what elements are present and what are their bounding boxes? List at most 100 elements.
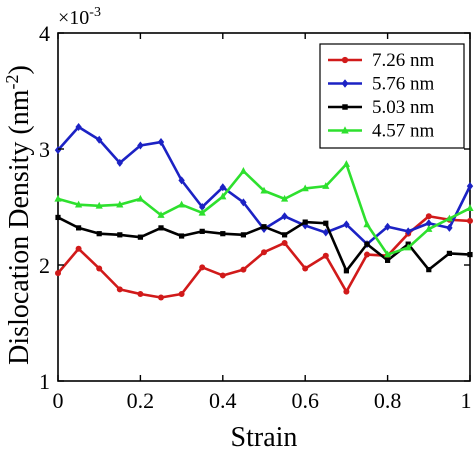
- data-point: [178, 200, 186, 208]
- y-tick-label: 4: [39, 21, 50, 46]
- data-point: [343, 268, 349, 274]
- x-tick-label: 1: [461, 388, 472, 413]
- data-point: [466, 182, 474, 191]
- data-point: [75, 122, 82, 131]
- data-point: [426, 267, 432, 273]
- data-point: [323, 220, 329, 226]
- data-point: [179, 233, 185, 239]
- data-point: [364, 241, 370, 247]
- data-point: [96, 265, 103, 272]
- data-point: [425, 225, 433, 232]
- data-point: [136, 194, 144, 202]
- data-point: [467, 217, 473, 224]
- legend-item: 5.76 nm: [328, 74, 435, 95]
- data-point: [281, 212, 288, 221]
- data-point: [116, 200, 124, 208]
- x-tick-label: 0.6: [291, 388, 319, 413]
- data-point: [219, 192, 227, 200]
- data-point: [364, 251, 370, 258]
- data-point: [199, 264, 206, 271]
- data-point: [240, 266, 247, 273]
- data-point: [117, 232, 123, 238]
- data-point: [96, 135, 103, 144]
- data-point: [158, 225, 164, 231]
- data-point: [425, 213, 432, 220]
- data-point: [219, 272, 226, 279]
- data-point: [219, 183, 226, 192]
- y-tick-label: 3: [39, 137, 50, 162]
- data-point: [302, 219, 308, 225]
- data-point: [75, 245, 82, 252]
- y-axis-multiplier: ×10-3: [58, 5, 101, 29]
- data-point: [322, 252, 329, 259]
- data-point: [157, 211, 165, 218]
- data-point: [322, 228, 329, 237]
- series-line: [57, 162, 471, 256]
- x-tick-label: 0: [53, 388, 64, 413]
- data-point: [198, 208, 206, 216]
- data-point: [261, 249, 267, 256]
- legend-marker: [341, 126, 349, 134]
- data-point: [240, 198, 247, 207]
- legend-item: 4.57 nm: [328, 121, 435, 142]
- data-point: [55, 214, 61, 221]
- data-point: [157, 138, 165, 147]
- x-tick-label: 0.2: [127, 388, 155, 413]
- series-layer: [54, 122, 474, 301]
- data-point: [199, 228, 205, 234]
- data-point: [322, 182, 330, 189]
- x-axis-title: Strain: [231, 422, 298, 451]
- data-point: [466, 204, 474, 211]
- legend-marker: [341, 56, 349, 64]
- tick-layer: 0 0.2 0.4 0.6 0.8 1 1 2 3 4: [39, 21, 472, 413]
- legend-marker: [341, 79, 349, 88]
- data-point: [384, 222, 391, 231]
- data-point: [425, 219, 432, 228]
- data-point: [343, 288, 350, 295]
- data-point: [75, 200, 83, 208]
- series-3: [54, 160, 474, 258]
- data-point: [446, 223, 453, 232]
- data-point: [239, 167, 247, 174]
- data-point: [405, 227, 412, 236]
- data-point: [96, 231, 102, 237]
- legend-label: 4.57 nm: [372, 121, 435, 142]
- data-point: [281, 239, 288, 246]
- data-point: [137, 141, 144, 150]
- legend-item: 7.26 nm: [328, 50, 435, 71]
- data-point: [54, 146, 62, 155]
- data-point: [54, 194, 62, 202]
- series-0: [55, 213, 473, 301]
- data-point: [385, 257, 391, 263]
- data-point: [158, 294, 164, 301]
- data-point: [467, 251, 473, 258]
- data-point: [116, 158, 123, 167]
- x-tick-label: 0.8: [374, 388, 402, 413]
- data-point: [199, 203, 206, 211]
- data-point: [445, 214, 453, 222]
- legend-label: 5.03 nm: [372, 97, 435, 118]
- data-point: [282, 232, 288, 238]
- y-tick-label: 1: [39, 369, 50, 394]
- data-point: [220, 231, 226, 237]
- legend-label: 7.26 nm: [372, 50, 435, 71]
- series-2: [55, 214, 473, 274]
- data-point: [178, 176, 185, 185]
- data-point: [260, 186, 268, 194]
- data-point: [261, 224, 267, 230]
- data-point: [363, 220, 371, 228]
- data-point: [301, 184, 309, 192]
- data-point: [137, 291, 144, 297]
- data-point: [137, 234, 143, 240]
- data-point: [384, 250, 392, 258]
- data-point: [302, 265, 309, 272]
- data-point: [446, 250, 452, 256]
- data-point: [281, 194, 289, 202]
- legend-marker: [342, 104, 348, 110]
- legend: 7.26 nm 5.76 nm5.03 nm 4.57 nm: [319, 43, 465, 149]
- data-point: [178, 291, 185, 297]
- data-point: [95, 201, 103, 209]
- y-axis-title: Dislocation Density (nm-2): [2, 65, 35, 365]
- legend-item: 5.03 nm: [328, 97, 435, 118]
